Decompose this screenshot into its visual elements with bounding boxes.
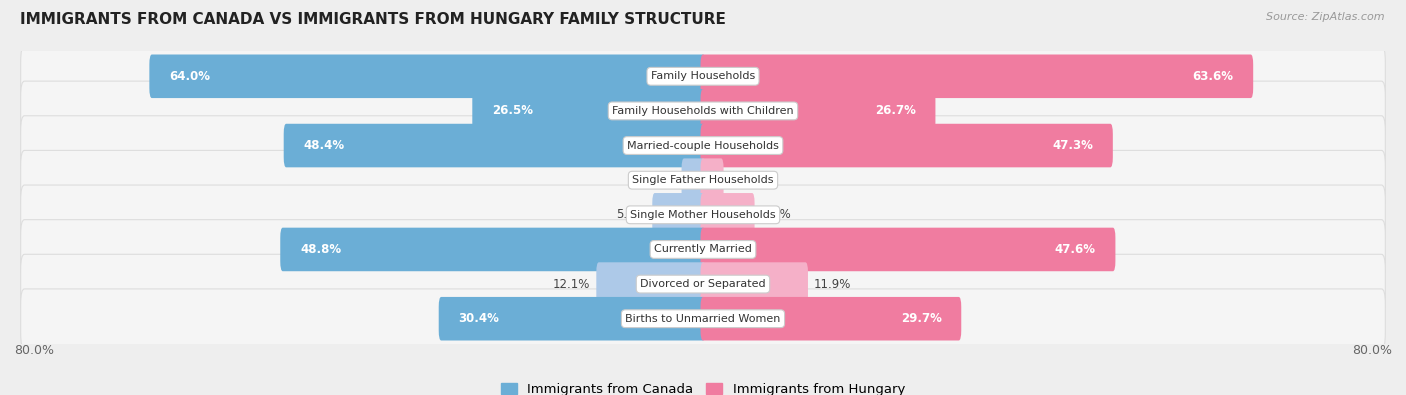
- FancyBboxPatch shape: [21, 116, 1385, 175]
- Text: 48.4%: 48.4%: [304, 139, 344, 152]
- FancyBboxPatch shape: [700, 297, 962, 340]
- FancyBboxPatch shape: [21, 185, 1385, 245]
- FancyBboxPatch shape: [149, 55, 706, 98]
- Text: Births to Unmarried Women: Births to Unmarried Women: [626, 314, 780, 324]
- FancyBboxPatch shape: [700, 124, 1112, 167]
- Text: IMMIGRANTS FROM CANADA VS IMMIGRANTS FROM HUNGARY FAMILY STRUCTURE: IMMIGRANTS FROM CANADA VS IMMIGRANTS FRO…: [20, 12, 725, 27]
- Text: Divorced or Separated: Divorced or Separated: [640, 279, 766, 289]
- FancyBboxPatch shape: [21, 150, 1385, 210]
- Text: 12.1%: 12.1%: [553, 278, 591, 291]
- FancyBboxPatch shape: [472, 89, 706, 133]
- Text: 5.6%: 5.6%: [616, 208, 647, 221]
- FancyBboxPatch shape: [21, 81, 1385, 141]
- FancyBboxPatch shape: [700, 158, 724, 202]
- FancyBboxPatch shape: [652, 193, 706, 237]
- FancyBboxPatch shape: [700, 262, 808, 306]
- FancyBboxPatch shape: [700, 228, 1115, 271]
- Text: 80.0%: 80.0%: [14, 344, 53, 357]
- Text: 2.2%: 2.2%: [645, 174, 675, 187]
- Text: 47.3%: 47.3%: [1052, 139, 1092, 152]
- Text: 26.7%: 26.7%: [875, 104, 915, 117]
- Text: 47.6%: 47.6%: [1054, 243, 1095, 256]
- Text: Currently Married: Currently Married: [654, 245, 752, 254]
- Text: 2.1%: 2.1%: [730, 174, 759, 187]
- Text: Source: ZipAtlas.com: Source: ZipAtlas.com: [1267, 12, 1385, 22]
- FancyBboxPatch shape: [700, 193, 755, 237]
- Text: 26.5%: 26.5%: [492, 104, 533, 117]
- Legend: Immigrants from Canada, Immigrants from Hungary: Immigrants from Canada, Immigrants from …: [495, 377, 911, 395]
- Text: 80.0%: 80.0%: [1353, 344, 1392, 357]
- Text: 5.7%: 5.7%: [761, 208, 790, 221]
- FancyBboxPatch shape: [284, 124, 706, 167]
- Text: Single Father Households: Single Father Households: [633, 175, 773, 185]
- FancyBboxPatch shape: [700, 55, 1253, 98]
- Text: 63.6%: 63.6%: [1192, 70, 1233, 83]
- Text: 30.4%: 30.4%: [458, 312, 499, 325]
- FancyBboxPatch shape: [21, 289, 1385, 348]
- FancyBboxPatch shape: [21, 47, 1385, 106]
- Text: Single Mother Households: Single Mother Households: [630, 210, 776, 220]
- FancyBboxPatch shape: [596, 262, 706, 306]
- Text: 29.7%: 29.7%: [901, 312, 942, 325]
- Text: Married-couple Households: Married-couple Households: [627, 141, 779, 150]
- FancyBboxPatch shape: [21, 254, 1385, 314]
- Text: Family Households: Family Households: [651, 71, 755, 81]
- FancyBboxPatch shape: [21, 220, 1385, 279]
- Text: 11.9%: 11.9%: [814, 278, 852, 291]
- FancyBboxPatch shape: [280, 228, 706, 271]
- FancyBboxPatch shape: [700, 89, 935, 133]
- FancyBboxPatch shape: [439, 297, 706, 340]
- Text: Family Households with Children: Family Households with Children: [612, 106, 794, 116]
- Text: 64.0%: 64.0%: [169, 70, 209, 83]
- Text: 48.8%: 48.8%: [299, 243, 342, 256]
- FancyBboxPatch shape: [682, 158, 706, 202]
